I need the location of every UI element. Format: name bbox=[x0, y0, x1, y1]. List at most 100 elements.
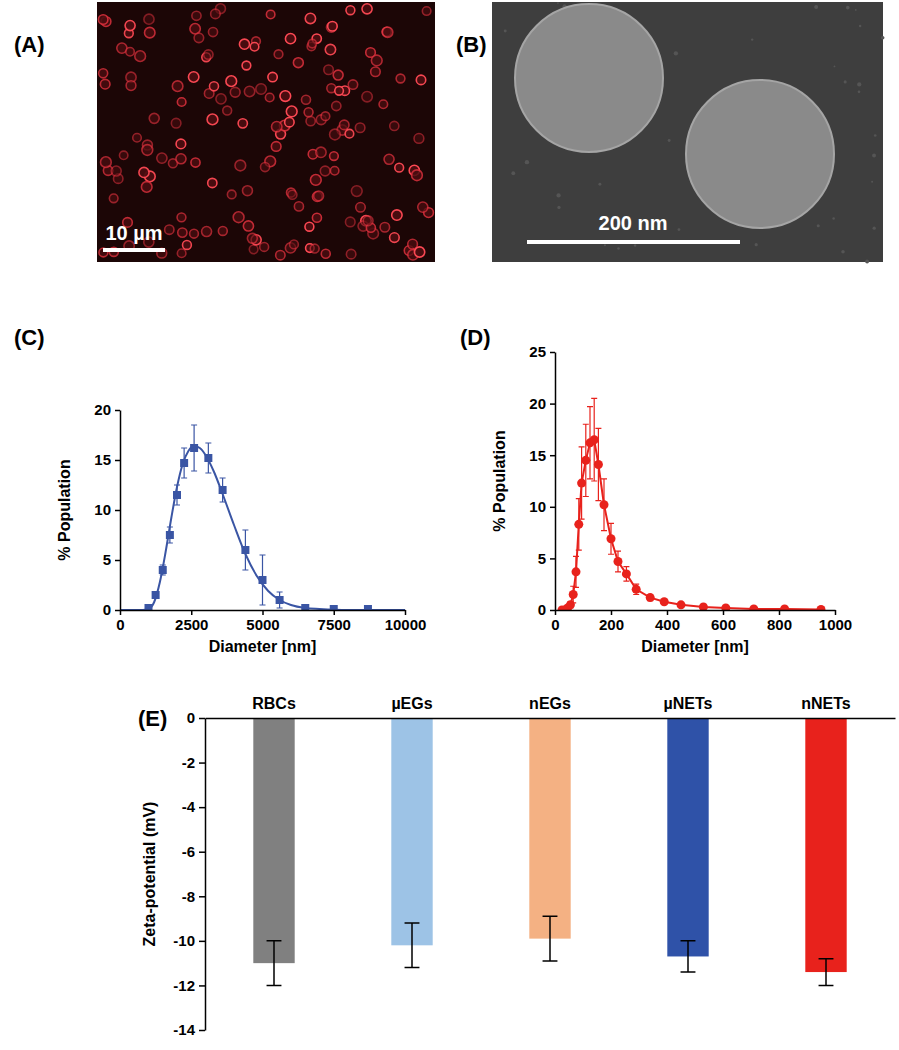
x-axis: 02004006008001000 bbox=[551, 610, 852, 633]
speck bbox=[871, 181, 873, 183]
vesicle bbox=[686, 80, 834, 228]
cell-ring bbox=[176, 154, 186, 164]
bar bbox=[391, 718, 432, 945]
cell-ring bbox=[316, 147, 326, 157]
speck bbox=[598, 183, 601, 186]
tick-label: 10 bbox=[529, 498, 546, 515]
cell-ring bbox=[371, 55, 382, 66]
cell-ring bbox=[308, 39, 317, 48]
cell-ring bbox=[249, 245, 258, 254]
cell-ring bbox=[330, 167, 338, 175]
tick-label: 0 bbox=[103, 601, 111, 618]
cell-ring bbox=[271, 142, 281, 152]
cell-ring bbox=[301, 95, 310, 104]
tick-mark bbox=[199, 718, 205, 720]
point bbox=[581, 456, 590, 465]
tick: 600 bbox=[711, 610, 736, 633]
tick: -6 bbox=[182, 843, 205, 860]
error-bar bbox=[681, 941, 696, 972]
bar bbox=[529, 718, 570, 939]
cell-ring bbox=[247, 233, 257, 243]
cell-ring bbox=[274, 50, 283, 59]
cell-ring bbox=[304, 108, 313, 117]
series-line bbox=[562, 440, 821, 610]
cell-ring bbox=[144, 14, 154, 24]
panel-label: (A) bbox=[14, 32, 45, 57]
cell-ring bbox=[244, 86, 254, 96]
cell-ring bbox=[172, 81, 183, 92]
speck bbox=[604, 244, 606, 246]
tick-mark bbox=[550, 455, 555, 457]
cell-ring bbox=[325, 44, 335, 54]
cell-ring bbox=[305, 13, 315, 23]
tick-mark bbox=[550, 610, 555, 612]
tick-label: 25 bbox=[529, 343, 546, 360]
tick: 200 bbox=[599, 610, 624, 633]
cell-ring bbox=[345, 217, 355, 227]
tick: RBCs bbox=[252, 695, 296, 712]
error-bar bbox=[819, 959, 834, 986]
cell-ring bbox=[171, 118, 181, 128]
cell-ring bbox=[209, 82, 218, 91]
tick-mark bbox=[199, 896, 205, 898]
category-axis-line bbox=[206, 718, 896, 720]
cell-ring bbox=[416, 75, 425, 84]
cell-ring bbox=[218, 227, 227, 236]
speck bbox=[674, 51, 678, 55]
bar bbox=[253, 718, 294, 963]
cell-ring bbox=[310, 175, 321, 186]
cell-ring bbox=[293, 58, 303, 68]
point bbox=[594, 460, 603, 469]
speck bbox=[504, 30, 507, 33]
tick: -14 bbox=[173, 1021, 205, 1038]
point bbox=[572, 567, 581, 576]
image-background bbox=[492, 2, 883, 262]
tick-label: nNETs bbox=[801, 695, 851, 712]
tick: 400 bbox=[655, 610, 680, 633]
tick-label: 15 bbox=[529, 447, 546, 464]
panel-label: (D) bbox=[460, 325, 491, 350]
cell-ring bbox=[324, 65, 333, 74]
tick-label: 200 bbox=[599, 616, 624, 633]
cell-ring bbox=[310, 244, 319, 253]
cell-ring bbox=[149, 113, 159, 123]
cell-ring bbox=[141, 182, 152, 193]
cell-ring bbox=[111, 166, 121, 176]
cell-ring bbox=[235, 160, 246, 171]
bar bbox=[667, 718, 708, 956]
speck bbox=[841, 250, 845, 254]
tick: 1000 bbox=[819, 610, 852, 633]
y-axis-line bbox=[555, 353, 557, 611]
tick-label: 800 bbox=[767, 616, 792, 633]
tick-label: -2 bbox=[182, 754, 195, 771]
cell-ring bbox=[351, 186, 362, 197]
tick-label: 7500 bbox=[318, 616, 351, 633]
cell-ring bbox=[109, 194, 118, 203]
tick-label: 1000 bbox=[819, 616, 852, 633]
tick: 15 bbox=[94, 451, 120, 468]
figure-svg: 10 µm(A)200 nm(B)02500500075001000005101… bbox=[0, 0, 899, 1050]
cell-ring bbox=[345, 129, 354, 138]
tick-label: µNETs bbox=[664, 695, 713, 712]
point bbox=[780, 604, 789, 610]
tick-label: 600 bbox=[711, 616, 736, 633]
cell-ring bbox=[250, 42, 259, 51]
tick-mark bbox=[723, 610, 725, 615]
y-axis-line bbox=[205, 719, 207, 1031]
tick-mark bbox=[115, 610, 120, 612]
tick-label: 0 bbox=[538, 601, 546, 618]
cell-ring bbox=[223, 106, 232, 115]
tick-label: -4 bbox=[182, 798, 196, 815]
tick: 0 bbox=[103, 601, 120, 618]
cell-ring bbox=[207, 114, 218, 125]
tick: 5 bbox=[103, 551, 120, 568]
cell-ring bbox=[100, 79, 110, 89]
tick-mark bbox=[262, 610, 264, 615]
point bbox=[817, 605, 826, 610]
tick-mark bbox=[550, 403, 555, 405]
speck bbox=[511, 171, 515, 175]
tick: µEGs bbox=[391, 695, 432, 712]
speck bbox=[865, 260, 869, 264]
cell-ring bbox=[321, 112, 330, 121]
tick-label: 5 bbox=[538, 550, 546, 567]
